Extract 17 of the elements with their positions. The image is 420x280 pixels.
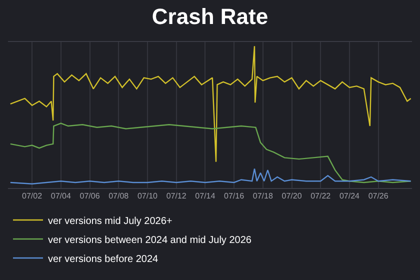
x-tick-label: 07/26 — [368, 192, 389, 201]
x-tick-label: 07/20 — [282, 192, 302, 201]
x-tick-label: 07/22 — [310, 192, 332, 201]
x-tick-label: 07/12 — [166, 192, 187, 201]
x-tick-label: 07/10 — [137, 192, 158, 201]
chart-title: Crash Rate — [152, 4, 268, 29]
x-tick-label: 07/08 — [108, 192, 130, 201]
legend-label: ver versions between 2024 and mid July 2026 — [48, 234, 252, 246]
x-tick-label: 07/14 — [195, 192, 216, 201]
x-tick-label: 07/06 — [80, 192, 100, 201]
x-tick-label: 07/18 — [252, 192, 274, 201]
x-tick-label: 07/16 — [224, 192, 245, 201]
legend-label: ver versions mid July 2026+ — [48, 216, 172, 227]
x-tick-label: 07/04 — [50, 192, 72, 201]
legend-label: ver versions before 2024 — [48, 254, 158, 265]
x-tick-label: 07/02 — [22, 192, 43, 201]
x-tick-label: 07/24 — [339, 192, 360, 201]
